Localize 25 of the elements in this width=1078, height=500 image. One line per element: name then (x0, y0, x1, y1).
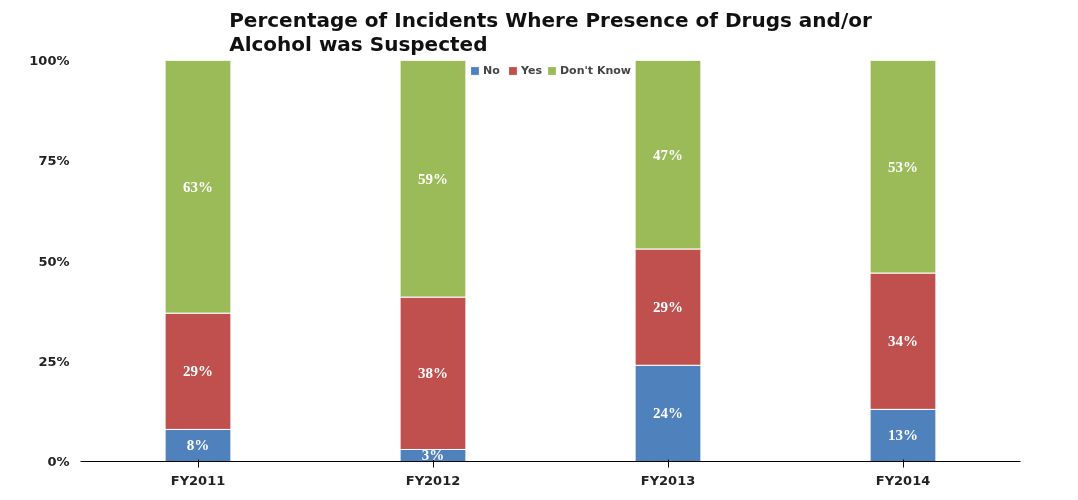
data-label: 13% (888, 427, 918, 444)
y-tick-label: 50% (38, 253, 70, 269)
x-tick-label: FY2014 (875, 472, 931, 488)
data-label: 24% (653, 405, 683, 422)
data-label: 3% (421, 447, 445, 464)
y-tick-label: 25% (38, 353, 70, 369)
chart-title: Percentage of Incidents Where Presence of Drugs and/or Alcohol was Suspected (229, 7, 872, 56)
legend-label: No (482, 64, 501, 77)
x-tick-label: FY2011 (170, 472, 226, 488)
data-label: 34% (888, 333, 918, 350)
x-tick-label: FY2012 (405, 472, 461, 488)
data-label: 47% (653, 146, 683, 163)
data-label: 59% (418, 170, 448, 187)
y-tick-label: 0% (47, 454, 70, 469)
data-label: 8% (186, 437, 210, 454)
x-tick-label: FY2013 (640, 472, 696, 488)
data-label: 29% (183, 363, 213, 380)
y-tick-label: 100% (29, 53, 70, 68)
data-label: 38% (418, 365, 448, 382)
legend-label: Don't Know (559, 64, 632, 77)
data-label: 53% (888, 158, 918, 175)
data-label: 63% (183, 178, 213, 195)
legend-label: Yes (520, 64, 542, 77)
data-label: 29% (653, 299, 683, 316)
y-tick-label: 75% (38, 153, 70, 169)
